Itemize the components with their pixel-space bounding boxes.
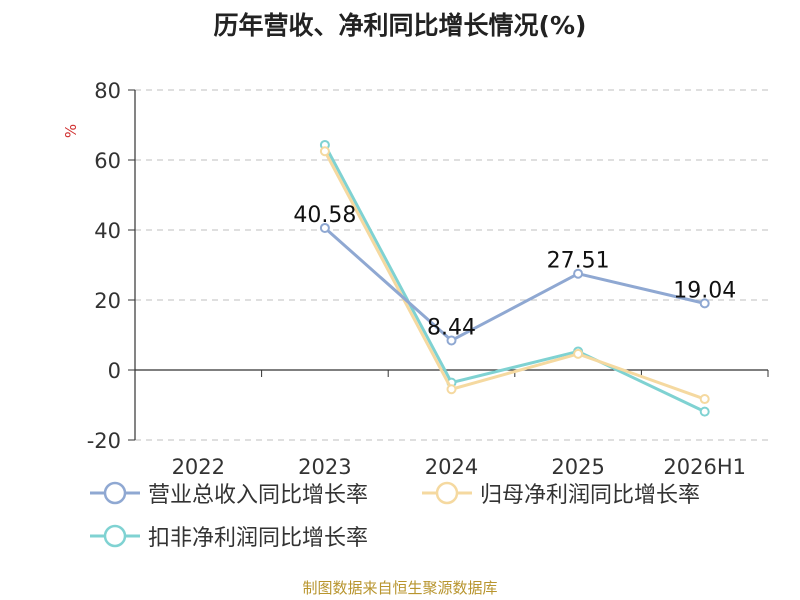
data-point	[446, 384, 457, 395]
data-point	[699, 406, 710, 417]
data-point	[699, 394, 710, 405]
y-tick-label: 0	[108, 359, 121, 383]
x-tick-label: 2025	[551, 455, 604, 479]
data-label: 27.51	[547, 249, 610, 274]
data-label: 40.58	[293, 203, 356, 228]
data-label: 19.04	[673, 278, 736, 303]
data-point	[446, 335, 457, 346]
series-line-2	[323, 150, 706, 401]
x-tick-label: 2022	[172, 455, 225, 479]
data-point	[699, 298, 710, 309]
y-tick-label: 40	[94, 219, 121, 243]
legend-label: 归母净利润同比增长率	[480, 483, 701, 508]
legend-item[interactable]: 归母净利润同比增长率	[420, 478, 700, 508]
chart-title: 历年营收、净利同比增长情况(%)	[213, 11, 587, 40]
y-tick-label: 60	[94, 149, 121, 173]
data-point	[573, 348, 584, 359]
legend-swatch-marker	[103, 524, 127, 548]
legend-swatch-marker	[435, 481, 459, 505]
source-note: 制图数据来自恒生聚源数据库	[302, 579, 498, 597]
series-line-3	[323, 144, 706, 414]
legend-item[interactable]: 扣非净利润同比增长率	[88, 521, 368, 551]
legend-label: 扣非净利润同比增长率	[148, 526, 369, 551]
x-tick-label: 2024	[425, 455, 478, 479]
data-label: 8.44	[427, 315, 476, 340]
y-tick-label: -20	[87, 429, 121, 453]
legend-item[interactable]: 营业总收入同比增长率	[88, 478, 368, 508]
legend-swatch	[90, 524, 140, 548]
legend-label: 营业总收入同比增长率	[148, 483, 369, 508]
y-axis-label: %	[62, 124, 80, 138]
legend-swatch	[422, 481, 472, 505]
data-point	[573, 268, 584, 279]
data-point	[319, 146, 330, 157]
x-tick-label: 2026H1	[663, 455, 746, 479]
data-point	[319, 222, 330, 233]
legend-swatch-marker	[103, 481, 127, 505]
x-tick-label: 2023	[298, 455, 351, 479]
y-tick-label: 20	[94, 289, 121, 313]
legend-swatch	[90, 481, 140, 505]
y-tick-label: 80	[94, 79, 121, 103]
series-line-1	[323, 226, 706, 342]
